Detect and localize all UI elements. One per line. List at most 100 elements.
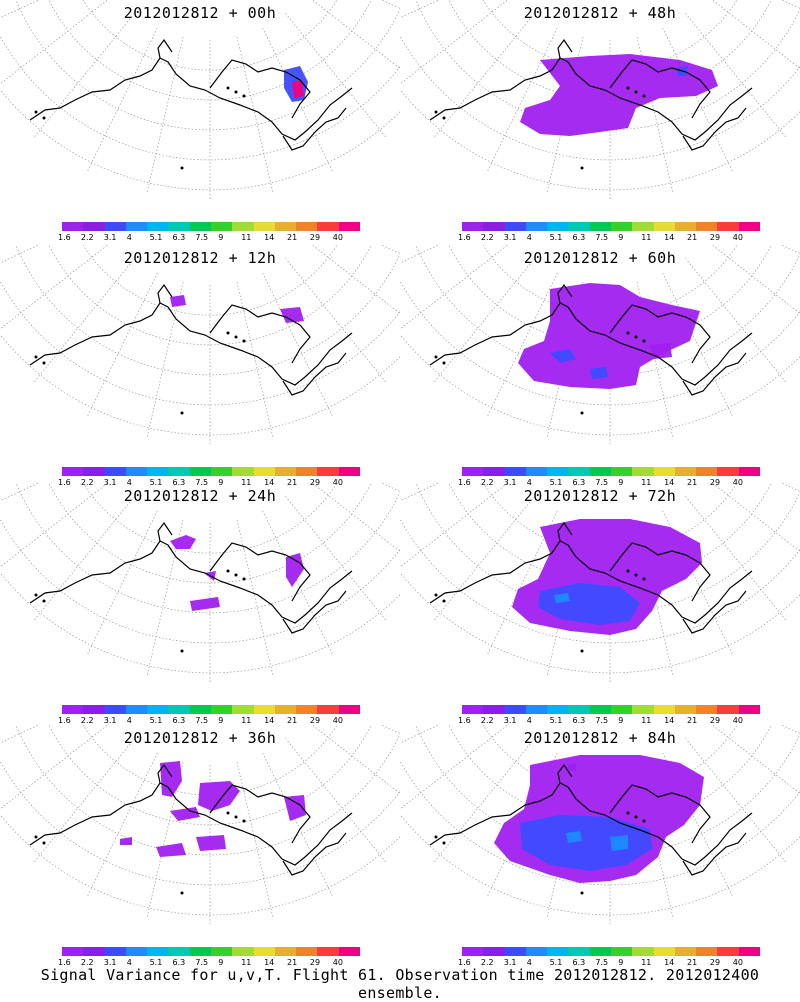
variance-region (590, 367, 608, 379)
colorbar-swatch (589, 947, 611, 956)
colorbar-swatch (168, 222, 190, 231)
meridian-line (546, 281, 584, 438)
colorbar-tick-label: 29 (709, 958, 721, 967)
island (642, 94, 646, 98)
coastline (157, 521, 311, 602)
variance-region (550, 349, 576, 363)
island (442, 841, 446, 845)
colorbar-tick-label: 1.6 (458, 233, 471, 242)
colorbar-swatch (547, 947, 569, 956)
colorbar-tick-label: 2.2 (480, 958, 494, 967)
colorbar-tick-label: 4 (526, 716, 532, 725)
colorbar-swatch (525, 947, 548, 956)
variance-region (170, 807, 200, 821)
map-48h (400, 0, 800, 200)
meridian-line (86, 27, 158, 172)
island (42, 599, 46, 603)
meridian-line (285, 13, 387, 138)
colorbar-tick-label: 4 (526, 478, 532, 487)
colorbar-swatch (696, 947, 718, 956)
meridian-line (0, 483, 109, 568)
colorbar-tick-label: 14 (664, 233, 675, 242)
colorbar-swatch (525, 467, 548, 476)
colorbar-tick-label: 4 (126, 716, 132, 725)
meridian-line (711, 725, 800, 794)
colorbar-labels: 1.6 2.2 3.1 4 5.1 6.3 7.5 9 11 14 21 29 40 (454, 478, 774, 488)
colorbar-swatch (717, 947, 739, 956)
map-84h (400, 725, 800, 925)
panel-36h: 2012012812 + 36h 1.6 2.2 3.1 4 5.1 6.3 7.5 9 11 1… (0, 725, 400, 967)
panel-title: 2012012812 + 12h (123, 249, 277, 267)
island (442, 361, 446, 365)
colorbar-swatch (483, 222, 505, 231)
latitude-circle (48, 0, 372, 101)
colorbar-swatch (738, 705, 760, 714)
colorbar-swatch (632, 222, 654, 231)
island (634, 90, 638, 94)
latitude-circle (400, 333, 800, 436)
colorbar-swatch (338, 947, 360, 956)
colorbar-swatch (83, 947, 105, 956)
colorbar-swatch (462, 222, 484, 231)
coastlines (29, 763, 353, 895)
colorbar-swatch (253, 467, 275, 476)
colorbar-tick-label: 5.1 (549, 233, 563, 242)
island (634, 573, 638, 577)
coastline (282, 590, 347, 634)
meridian-line (0, 245, 109, 330)
variance-region (538, 583, 640, 625)
variance-fields (170, 535, 304, 611)
island (226, 811, 230, 815)
colorbar-swatch (253, 705, 275, 714)
meridian-line (636, 761, 674, 918)
colorbar-swatch (338, 222, 360, 231)
colorbar-swatch (62, 947, 84, 956)
coastline (282, 107, 347, 151)
colorbar-swatch (189, 947, 211, 956)
colorbar-swatch (504, 222, 526, 231)
colorbar-swatch (338, 467, 360, 476)
meridian-line (486, 272, 558, 417)
colorbar-tick-label: 9 (218, 478, 224, 487)
latitude-circle (15, 483, 400, 614)
colorbar-swatch (738, 947, 760, 956)
coastline (429, 782, 753, 866)
colorbar-swatch (504, 705, 526, 714)
colorbar-swatch (210, 222, 233, 231)
meridian-line (433, 13, 535, 138)
island (626, 86, 630, 90)
colorbar-swatch (125, 947, 148, 956)
colorbar-swatch (462, 705, 484, 714)
colorbar-tick-label: 21 (287, 233, 298, 242)
colorbar-swatch (717, 222, 739, 231)
colorbar (62, 947, 360, 956)
colorbar-swatch (104, 705, 126, 714)
colorbar-tick-label: 2.2 (480, 478, 494, 487)
meridian-line (146, 36, 184, 193)
island (580, 411, 584, 415)
colorbar-swatch (296, 947, 318, 956)
meridian-line (662, 272, 734, 417)
colorbar-swatch (83, 467, 105, 476)
coastlines (429, 38, 753, 170)
colorbar-swatch (632, 947, 654, 956)
island (580, 891, 584, 895)
colorbar-tick-label: 2.2 (80, 716, 94, 725)
colorbar-swatch (189, 705, 211, 714)
coastline (682, 107, 747, 151)
graticule (0, 483, 400, 683)
coastlines (429, 763, 753, 895)
meridian-line (285, 496, 387, 621)
colorbar-swatch (717, 467, 739, 476)
colorbar-swatch (274, 705, 297, 714)
colorbar-tick-label: 21 (687, 958, 698, 967)
island (434, 355, 438, 359)
coastlines (429, 521, 753, 653)
latitude-circle (48, 483, 372, 584)
meridian-line (400, 245, 509, 330)
colorbar-tick-label: 29 (309, 478, 321, 487)
colorbar-swatch (125, 467, 148, 476)
variance-region (520, 54, 718, 136)
panel-84h: 2012012812 + 84h 1.6 2.2 3.1 4 5.1 6.3 7.5 9 11 1… (400, 725, 800, 967)
colorbar-tick-label: 5.1 (149, 958, 163, 967)
